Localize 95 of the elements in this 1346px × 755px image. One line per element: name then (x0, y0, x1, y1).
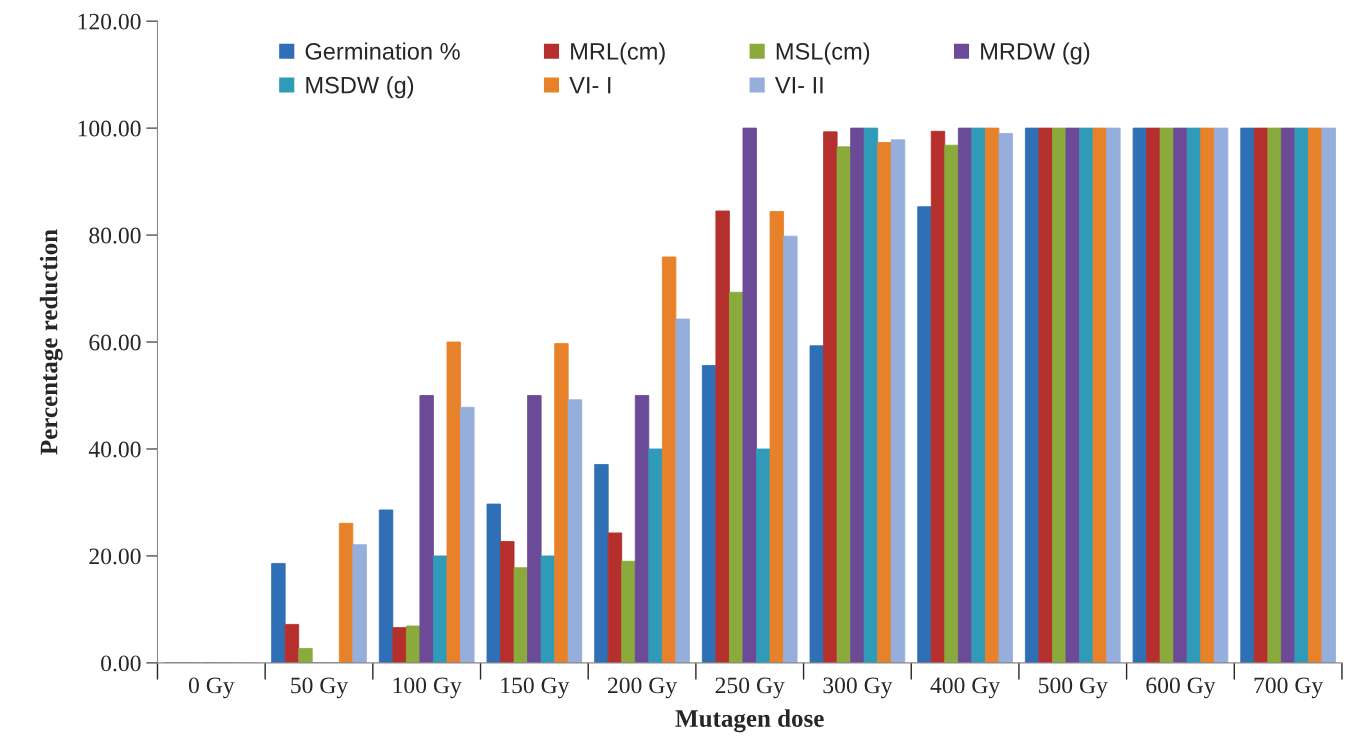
bar (930, 130, 946, 663)
bar (554, 343, 569, 663)
bar (446, 341, 461, 663)
bar (500, 541, 515, 663)
bar (984, 127, 1000, 663)
bar (1294, 127, 1309, 663)
x-tick-label: 50 Gy (291, 677, 349, 699)
bar (634, 395, 650, 663)
bar (1321, 127, 1336, 663)
x-tick-label: 500 Gy (1039, 677, 1108, 699)
bar (1024, 127, 1040, 663)
bar (1159, 127, 1175, 663)
bar (607, 532, 623, 663)
bar (621, 560, 636, 663)
x-tick-label: 250 Gy (715, 677, 785, 699)
bar (1213, 127, 1229, 663)
bar (1200, 127, 1215, 663)
bar (715, 210, 730, 663)
bar (809, 345, 824, 663)
x-tick-label: 600 Gy (1146, 677, 1216, 699)
bar (378, 509, 394, 663)
bar (917, 206, 932, 663)
bar (998, 133, 1013, 663)
bar (850, 127, 865, 663)
bar (769, 211, 784, 663)
bar (1092, 127, 1108, 663)
legend-label: VI- I (569, 77, 611, 94)
bar (271, 563, 286, 663)
x-tick-label: 400 Gy (930, 677, 1001, 699)
bar (486, 503, 501, 663)
bar (729, 291, 744, 663)
bar (701, 365, 717, 663)
bar (675, 318, 690, 663)
bar (392, 627, 407, 663)
bar (1106, 127, 1121, 663)
bar (783, 235, 798, 663)
y-tick-label: 60.00 (89, 334, 141, 351)
bar (284, 623, 300, 663)
y-tick-label: 80.00 (89, 227, 141, 244)
legend-label: Germination % (305, 42, 460, 60)
bar (1079, 127, 1094, 663)
bar (756, 448, 771, 663)
x-tick-label: 700 Gy (1254, 677, 1324, 699)
bar (540, 555, 556, 663)
bar (513, 567, 529, 663)
bar (419, 395, 434, 663)
x-tick-label: 300 Gy (823, 677, 893, 699)
bar (877, 142, 892, 663)
x-tick-label: 150 Gy (501, 677, 570, 699)
bar (661, 256, 677, 663)
legend-label: MRL(cm) (571, 42, 665, 65)
bar (890, 139, 906, 663)
bar (594, 464, 609, 663)
bar (1267, 127, 1282, 663)
bar (433, 555, 448, 663)
legend-label: VI- II (774, 77, 823, 94)
bar (527, 395, 542, 663)
bar (1038, 127, 1053, 663)
bar (567, 399, 583, 663)
bar (460, 406, 475, 663)
bar (863, 127, 879, 663)
legend-label: MSL(cm) (776, 42, 870, 65)
bar (944, 144, 959, 663)
bar (1065, 127, 1080, 663)
y-tick-label: 20.00 (89, 548, 141, 565)
bar (1052, 127, 1067, 663)
bar (957, 127, 973, 663)
y-tick-label: 100.00 (78, 120, 141, 137)
bar (1186, 127, 1202, 663)
y-axis-title: Percentage reduction (39, 229, 63, 455)
bar (338, 522, 354, 663)
y-tick-label: 40.00 (88, 441, 141, 458)
y-tick-label: 0.00 (101, 655, 141, 672)
bar (1280, 127, 1296, 663)
y-tick-label: 120.00 (78, 13, 141, 30)
bar (742, 127, 757, 663)
bar (1308, 127, 1323, 663)
bar (836, 146, 852, 663)
bar (1240, 127, 1255, 663)
bar (1146, 127, 1161, 663)
bar (405, 625, 421, 663)
bar (298, 648, 313, 663)
bar (971, 127, 986, 663)
bar (1173, 127, 1188, 663)
legend-label: MRDW (g) (981, 42, 1090, 65)
bar (1132, 127, 1148, 663)
bar (352, 544, 367, 663)
x-tick-label: 200 Gy (607, 677, 678, 699)
x-axis-title: Mutagen dose (675, 709, 824, 733)
bar (823, 131, 838, 663)
bar (648, 448, 663, 663)
bar (1253, 127, 1269, 663)
legend-label: MSDW (g) (306, 76, 414, 99)
x-tick-label: 100 Gy (393, 677, 462, 699)
x-tick-label: 0 Gy (188, 677, 235, 699)
